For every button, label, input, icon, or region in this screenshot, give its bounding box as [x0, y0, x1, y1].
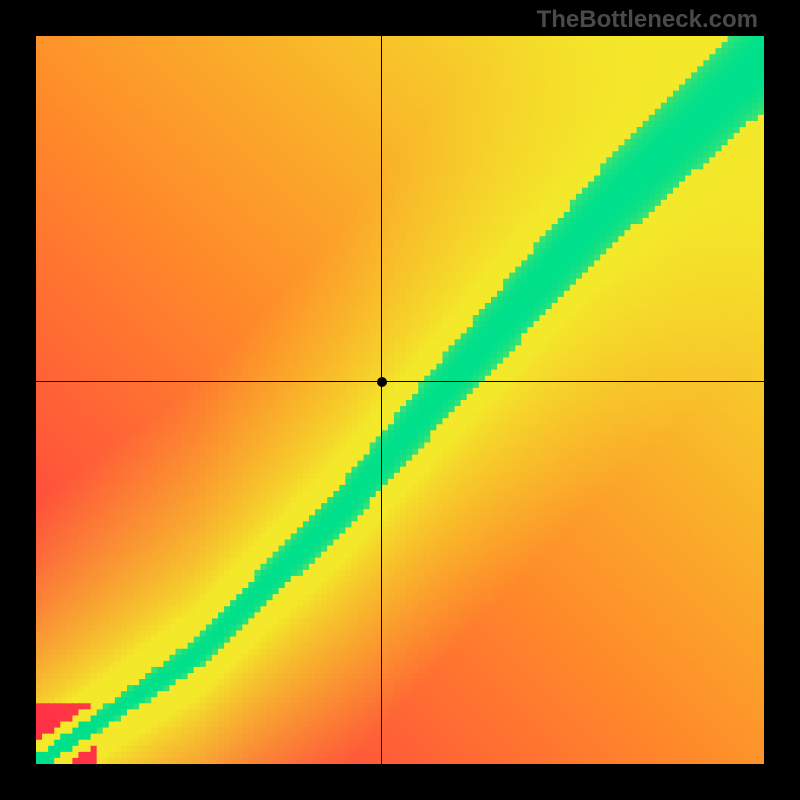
crosshair-horizontal — [36, 381, 764, 382]
selection-marker[interactable] — [377, 377, 387, 387]
crosshair-vertical — [381, 36, 382, 764]
chart-frame: TheBottleneck.com — [0, 0, 800, 800]
bottleneck-heatmap — [36, 36, 764, 764]
watermark-text: TheBottleneck.com — [537, 6, 758, 34]
